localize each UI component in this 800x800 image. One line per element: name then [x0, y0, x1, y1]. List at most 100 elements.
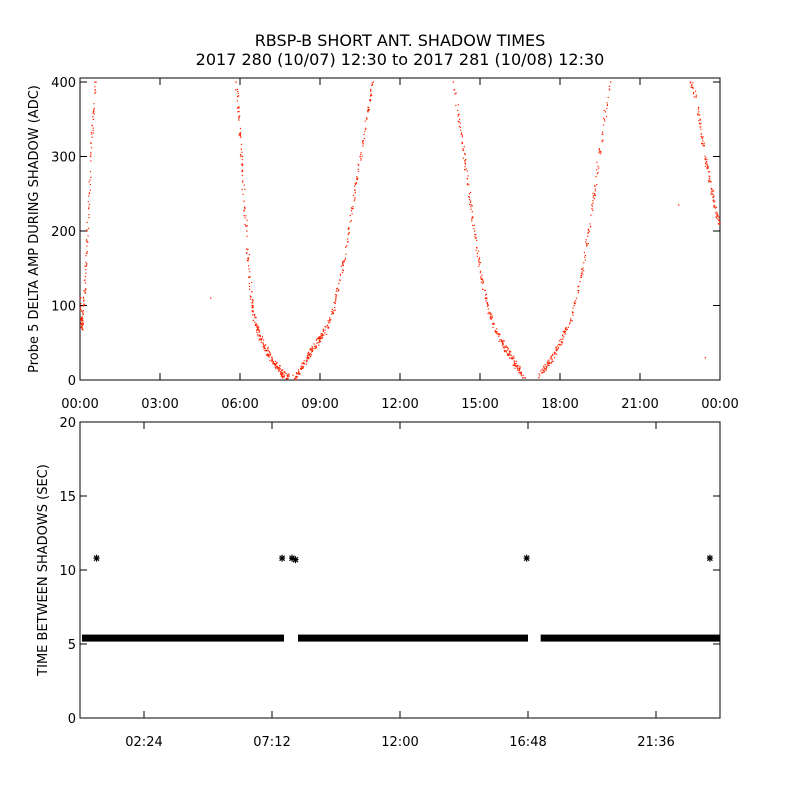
data-point [496, 333, 498, 335]
data-point [315, 339, 318, 341]
data-point [700, 133, 702, 135]
data-point [263, 348, 265, 350]
data-point [370, 89, 372, 91]
data-point [238, 95, 240, 97]
data-point [541, 368, 543, 370]
data-point [487, 304, 489, 306]
data-point [465, 168, 467, 170]
data-point [340, 265, 343, 267]
data-point [572, 314, 574, 316]
data-point [602, 124, 605, 126]
data-point [478, 265, 480, 267]
data-point [329, 321, 331, 323]
data-point [489, 314, 491, 316]
data-point [306, 356, 309, 358]
data-point [268, 355, 270, 357]
data-point [309, 353, 311, 355]
data-point [568, 323, 571, 325]
data-point [461, 141, 464, 143]
data-point [545, 365, 547, 367]
x-tick-label: 12:00 [381, 735, 418, 750]
data-point [710, 187, 712, 190]
data-point [467, 175, 469, 177]
data-point [492, 323, 495, 325]
chart-title: RBSP-B SHORT ANT. SHADOW TIMES [254, 31, 546, 50]
data-point [250, 296, 252, 298]
data-point [241, 155, 244, 158]
data-point [83, 303, 85, 305]
data-point [698, 106, 700, 108]
data-point [81, 315, 83, 318]
data-point [242, 170, 244, 172]
data-point [705, 161, 707, 163]
data-point [588, 230, 590, 232]
data-point [704, 165, 707, 167]
data-point [700, 122, 702, 125]
data-point [80, 306, 82, 308]
data-point [362, 145, 364, 147]
data-point [252, 306, 254, 309]
data-point [370, 94, 372, 96]
data-point [494, 331, 497, 333]
data-point [476, 239, 478, 242]
data-point [510, 357, 512, 359]
data-point [563, 336, 565, 338]
data-point [286, 378, 288, 380]
data-point [370, 95, 372, 97]
asterisk-stroke [706, 555, 713, 562]
data-point [317, 338, 319, 340]
data-point [303, 362, 305, 365]
data-point [474, 236, 476, 238]
data-point [592, 200, 594, 202]
data-point [505, 350, 507, 352]
data-point [249, 271, 251, 273]
data-point [288, 373, 290, 375]
data-point [581, 269, 583, 271]
data-point [608, 85, 611, 88]
data-point [335, 295, 337, 298]
data-point [489, 317, 491, 319]
data-point [357, 168, 359, 170]
baseline-band [540, 634, 720, 642]
data-point [277, 366, 279, 369]
data-point [341, 264, 344, 266]
data-point [565, 327, 567, 329]
data-point [87, 241, 89, 243]
data-point [562, 331, 564, 333]
data-point [603, 118, 606, 120]
data-point [312, 347, 314, 349]
data-point [462, 149, 465, 152]
data-point [486, 297, 488, 299]
data-point [269, 354, 271, 356]
data-point-asterisk [706, 554, 713, 562]
data-point [81, 328, 83, 330]
data-point [499, 333, 501, 336]
data-point [703, 145, 705, 147]
data-point [580, 274, 582, 277]
data-point [298, 371, 300, 373]
x-tick-label: 18:00 [541, 397, 578, 412]
data-point [567, 326, 570, 328]
y-tick-label: 200 [51, 225, 76, 240]
data-point [490, 313, 493, 315]
data-point [82, 311, 84, 313]
data-point [558, 340, 561, 342]
data-point [710, 193, 712, 195]
data-point [510, 358, 513, 360]
data-point [321, 333, 323, 335]
data-point [468, 184, 470, 186]
data-point [609, 89, 611, 91]
data-point [488, 312, 490, 314]
data-point [572, 307, 574, 309]
data-point [498, 334, 500, 336]
data-point [470, 191, 472, 194]
data-point [362, 142, 364, 144]
data-point [89, 155, 92, 157]
data-point [275, 367, 277, 369]
data-point [246, 230, 248, 232]
data-point [310, 349, 313, 351]
data-point [240, 156, 242, 158]
data-point [606, 107, 608, 110]
data-point [605, 115, 608, 118]
data-point [317, 342, 319, 344]
